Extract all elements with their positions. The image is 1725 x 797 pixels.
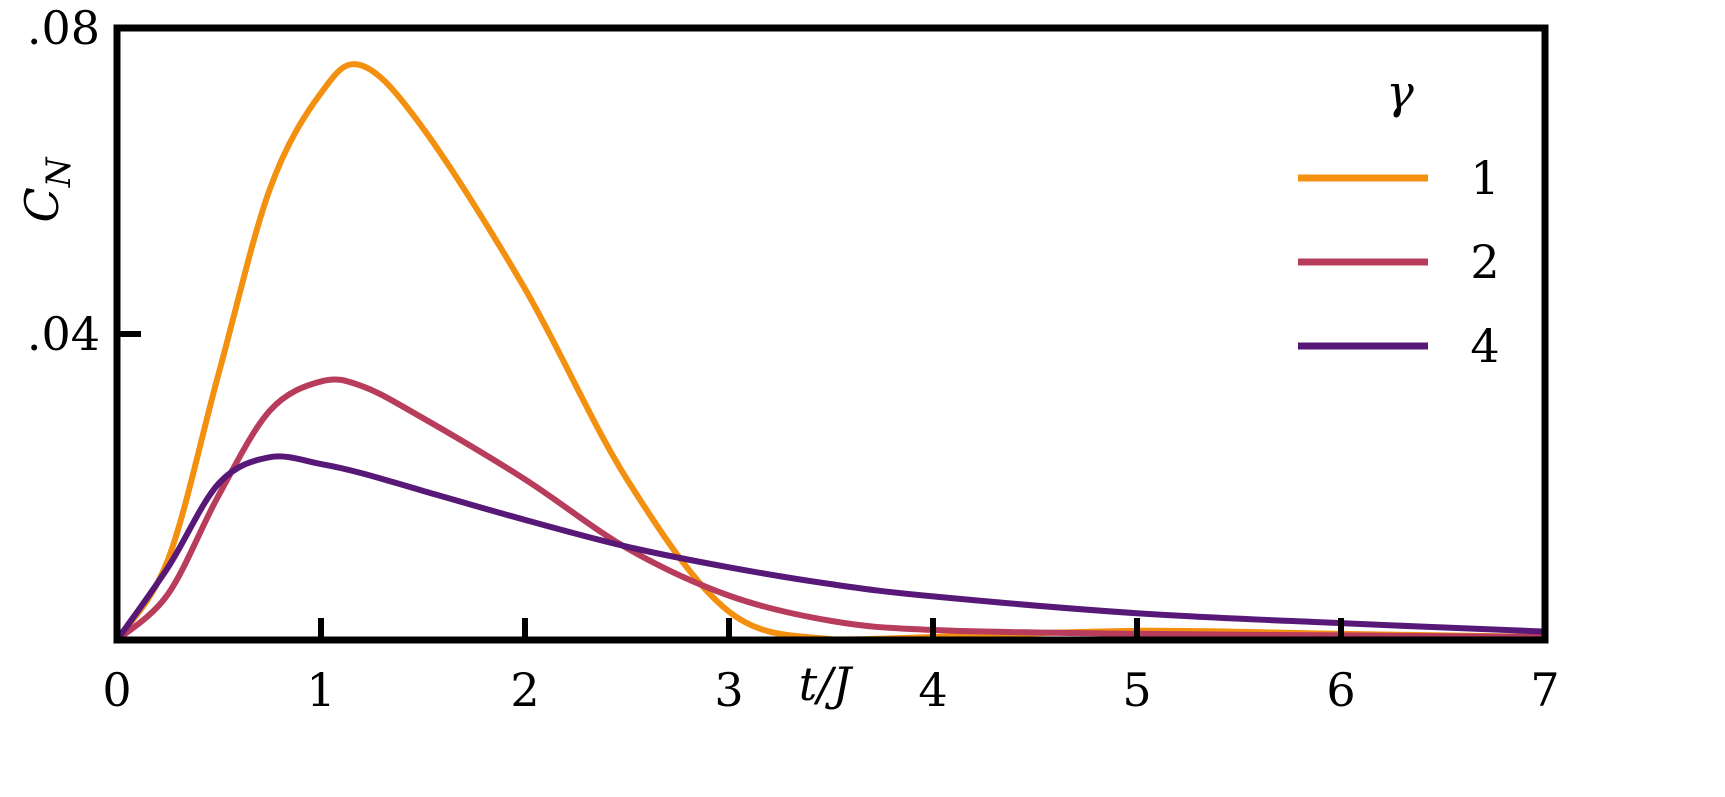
y-tick-label: .08 — [27, 1, 100, 55]
series-line-2 — [114, 376, 1546, 643]
x-tick-label: 6 — [1326, 663, 1355, 717]
ticks — [117, 331, 1344, 640]
svg-text:CN: CN — [15, 156, 79, 222]
legend-entry-1: 1 — [1470, 151, 1499, 205]
curves — [114, 61, 1546, 643]
series-line-4 — [114, 453, 1546, 642]
x-tick-label: 2 — [510, 663, 539, 717]
legend-title: γ — [1386, 65, 1414, 119]
x-tick-label: 3 — [714, 663, 743, 717]
x-axis-label: t/J — [799, 657, 854, 711]
series-line-1 — [114, 61, 1546, 643]
x-tick-label: 5 — [1122, 663, 1151, 717]
x-tick-label: 7 — [1530, 663, 1559, 717]
x-tick-label: 1 — [306, 663, 335, 717]
y-tick-label: .04 — [27, 307, 100, 361]
x-tick-label: 0 — [102, 663, 131, 717]
tick-labels: 0 1 2 3 4 5 6 7 .04 .08 — [27, 1, 1560, 717]
legend: γ 1 2 4 — [1298, 65, 1500, 373]
y-axis-label: CN — [15, 156, 79, 222]
plot-frame — [113, 24, 1549, 644]
legend-entry-2: 2 — [1470, 235, 1499, 289]
x-tick-label: 4 — [918, 663, 947, 717]
legend-entry-4: 4 — [1470, 319, 1499, 373]
